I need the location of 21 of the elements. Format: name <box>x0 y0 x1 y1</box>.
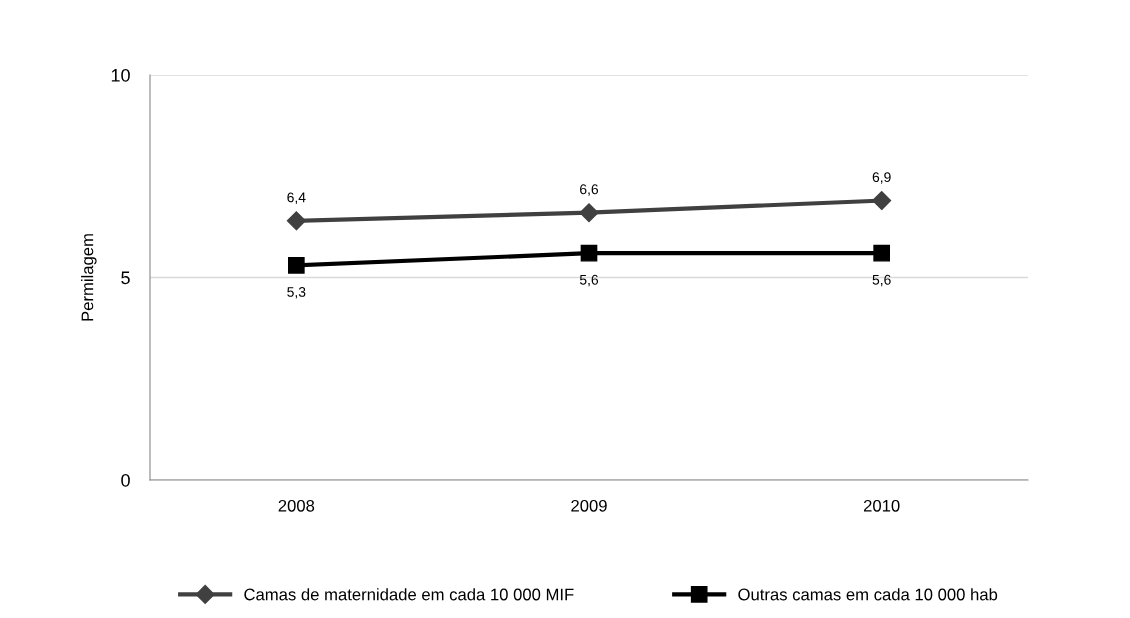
point <box>579 203 599 223</box>
data-label: 5,3 <box>287 287 306 299</box>
data-label: 5,6 <box>579 274 599 287</box>
x-tick-label: 2008 <box>278 499 315 512</box>
x-tick-label: 2009 <box>571 499 607 512</box>
point <box>872 191 892 211</box>
point <box>287 257 305 274</box>
y-tick-label: 5 <box>121 271 130 285</box>
y-tick-label: 0 <box>121 473 130 487</box>
legend-label: Camas de maternidade em cada 10 000 MIF <box>244 588 574 601</box>
legend-label: Outras camas em cada 10 000 hab <box>738 588 998 601</box>
y-tick-label: 10 <box>111 68 130 82</box>
data-label: 6,4 <box>287 192 306 204</box>
data-label: 6,9 <box>872 172 891 184</box>
data-label: 5,6 <box>872 274 891 287</box>
point <box>286 211 306 231</box>
data-label: 6,6 <box>580 184 599 196</box>
y-axis-title: Permilagem <box>81 234 97 321</box>
point <box>580 244 598 262</box>
point <box>873 244 891 262</box>
x-tick-label: 2010 <box>863 499 900 512</box>
